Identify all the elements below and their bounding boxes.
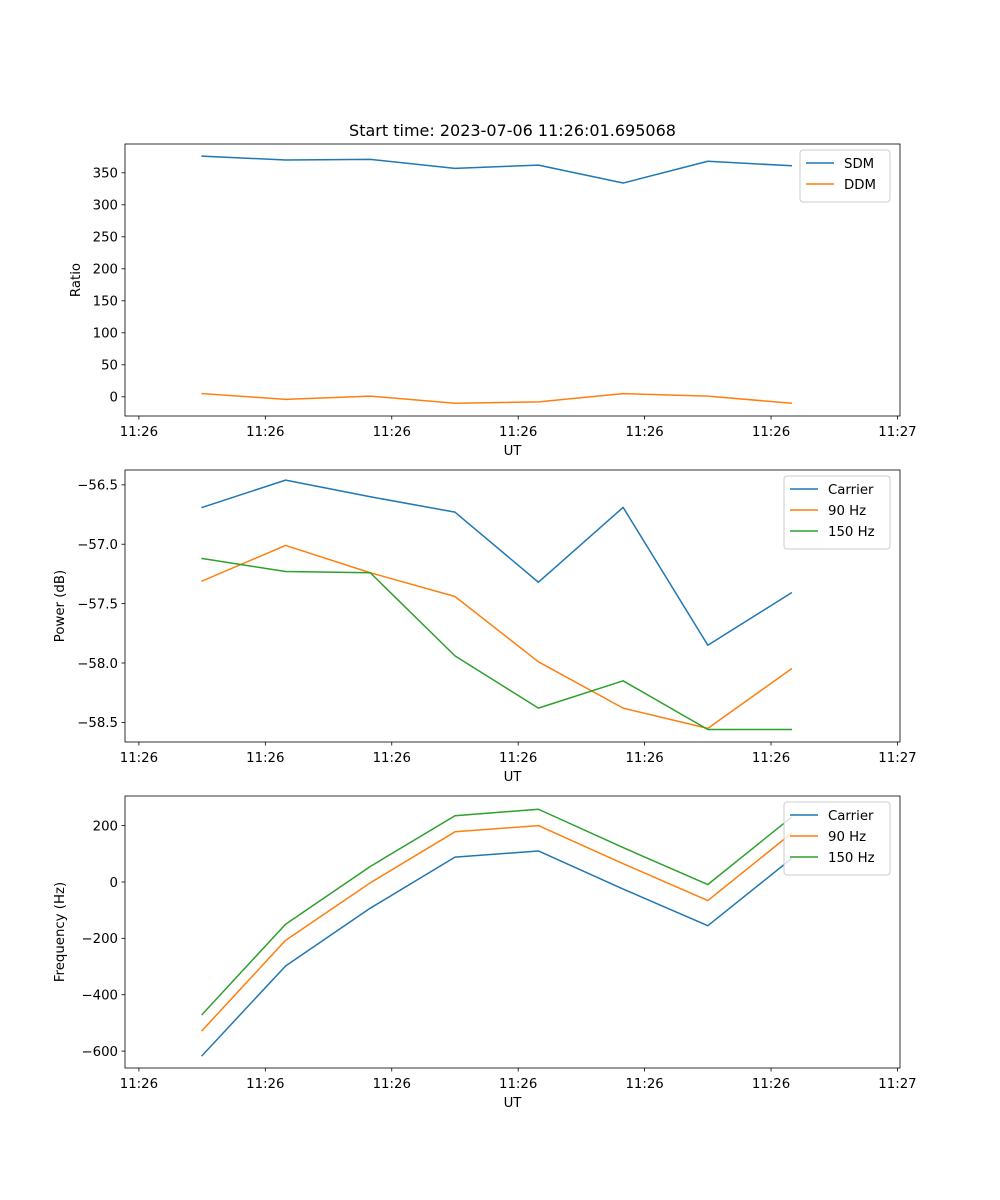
x-tick-label: 11:26: [499, 425, 537, 440]
y-tick-label: −56.5: [77, 479, 118, 494]
legend-label: 90 Hz: [828, 830, 866, 845]
axes-frame: [124, 795, 901, 1069]
x-tick-label: 11:26: [246, 425, 284, 440]
chart-3: 11:26 11:26 11:26 11:26 11:26 11:26 11:27 UT −60…: [53, 795, 917, 1111]
y-tick-label: −58.5: [77, 716, 118, 731]
y-tick-label: 300: [93, 199, 118, 214]
x-tick-label: 11:26: [752, 425, 790, 440]
y-tick-label: 200: [93, 819, 118, 834]
legend-label: DDM: [844, 178, 876, 193]
legend-label: SDM: [844, 157, 874, 172]
series-line-sdm: [201, 155, 793, 184]
series-line-carrier: [201, 850, 793, 1057]
series-line-150-hz: [201, 808, 793, 1016]
x-axis-label: UT: [504, 770, 523, 785]
y-tick-label: −600: [81, 1045, 118, 1060]
axes-frame: [124, 143, 901, 417]
series-line-150-hz: [201, 557, 793, 731]
y-tick-label: 0: [110, 876, 118, 891]
x-tick-label: 11:26: [625, 425, 663, 440]
y-tick-label: −58.0: [77, 657, 118, 672]
x-tick-label: 11:26: [120, 425, 158, 440]
x-tick-label: 11:26: [120, 1077, 158, 1092]
y-tick-label: 0: [110, 391, 118, 406]
x-tick-label: 11:27: [878, 1077, 916, 1092]
legend-label: Carrier: [828, 809, 874, 824]
x-tick-label: 11:26: [499, 751, 537, 766]
legend-label: 90 Hz: [828, 504, 866, 519]
legend-label: Carrier: [828, 483, 874, 498]
y-tick-label: 250: [93, 231, 118, 246]
figure-title: Start time: 2023-07-06 11:26:01.695068: [349, 121, 676, 140]
y-tick-label: −57.5: [77, 597, 118, 612]
y-axis-label: Frequency (Hz): [53, 882, 68, 982]
subplots: 11:26 11:26 11:26 11:26 11:26 11:26 11:27 UT 0 50…: [53, 143, 917, 1111]
x-tick-label: 11:26: [752, 1077, 790, 1092]
y-tick-label: −57.0: [77, 538, 118, 553]
series-line-90-hz: [201, 824, 793, 1032]
legend: Carrier 90 Hz 150 Hz: [783, 801, 891, 876]
axes-frame: [124, 469, 901, 743]
y-tick-label: 100: [93, 327, 118, 342]
x-tick-label: 11:26: [625, 751, 663, 766]
x-tick-label: 11:26: [373, 425, 411, 440]
x-tick-label: 11:26: [373, 751, 411, 766]
y-tick-label: 50: [101, 359, 118, 374]
series-line-ddm: [201, 392, 793, 405]
x-tick-label: 11:26: [752, 751, 790, 766]
legend-label: 150 Hz: [828, 525, 875, 540]
x-tick-label: 11:27: [878, 751, 916, 766]
x-tick-label: 11:26: [625, 1077, 663, 1092]
y-tick-label: −400: [81, 989, 118, 1004]
series-line-carrier: [201, 479, 793, 646]
series-line-90-hz: [201, 544, 793, 730]
x-tick-label: 11:26: [246, 751, 284, 766]
chart-1: 11:26 11:26 11:26 11:26 11:26 11:26 11:27 UT 0 50…: [69, 143, 917, 459]
x-tick-label: 11:26: [373, 1077, 411, 1092]
y-axis-label: Ratio: [69, 263, 84, 297]
y-tick-label: 350: [93, 167, 118, 182]
chart-2: 11:26 11:26 11:26 11:26 11:26 11:26 11:27 UT −58…: [53, 469, 917, 785]
y-tick-label: 150: [93, 295, 118, 310]
x-axis-label: UT: [504, 444, 523, 459]
y-axis-label: Power (dB): [53, 570, 68, 642]
x-tick-label: 11:26: [120, 751, 158, 766]
x-tick-label: 11:26: [246, 1077, 284, 1092]
legend-label: 150 Hz: [828, 851, 875, 866]
legend: SDM DDM: [799, 149, 891, 203]
x-tick-label: 11:27: [878, 425, 916, 440]
x-tick-label: 11:26: [499, 1077, 537, 1092]
legend: Carrier 90 Hz 150 Hz: [783, 475, 891, 550]
y-tick-label: −200: [81, 932, 118, 947]
y-tick-label: 200: [93, 263, 118, 278]
x-axis-label: UT: [504, 1096, 523, 1111]
